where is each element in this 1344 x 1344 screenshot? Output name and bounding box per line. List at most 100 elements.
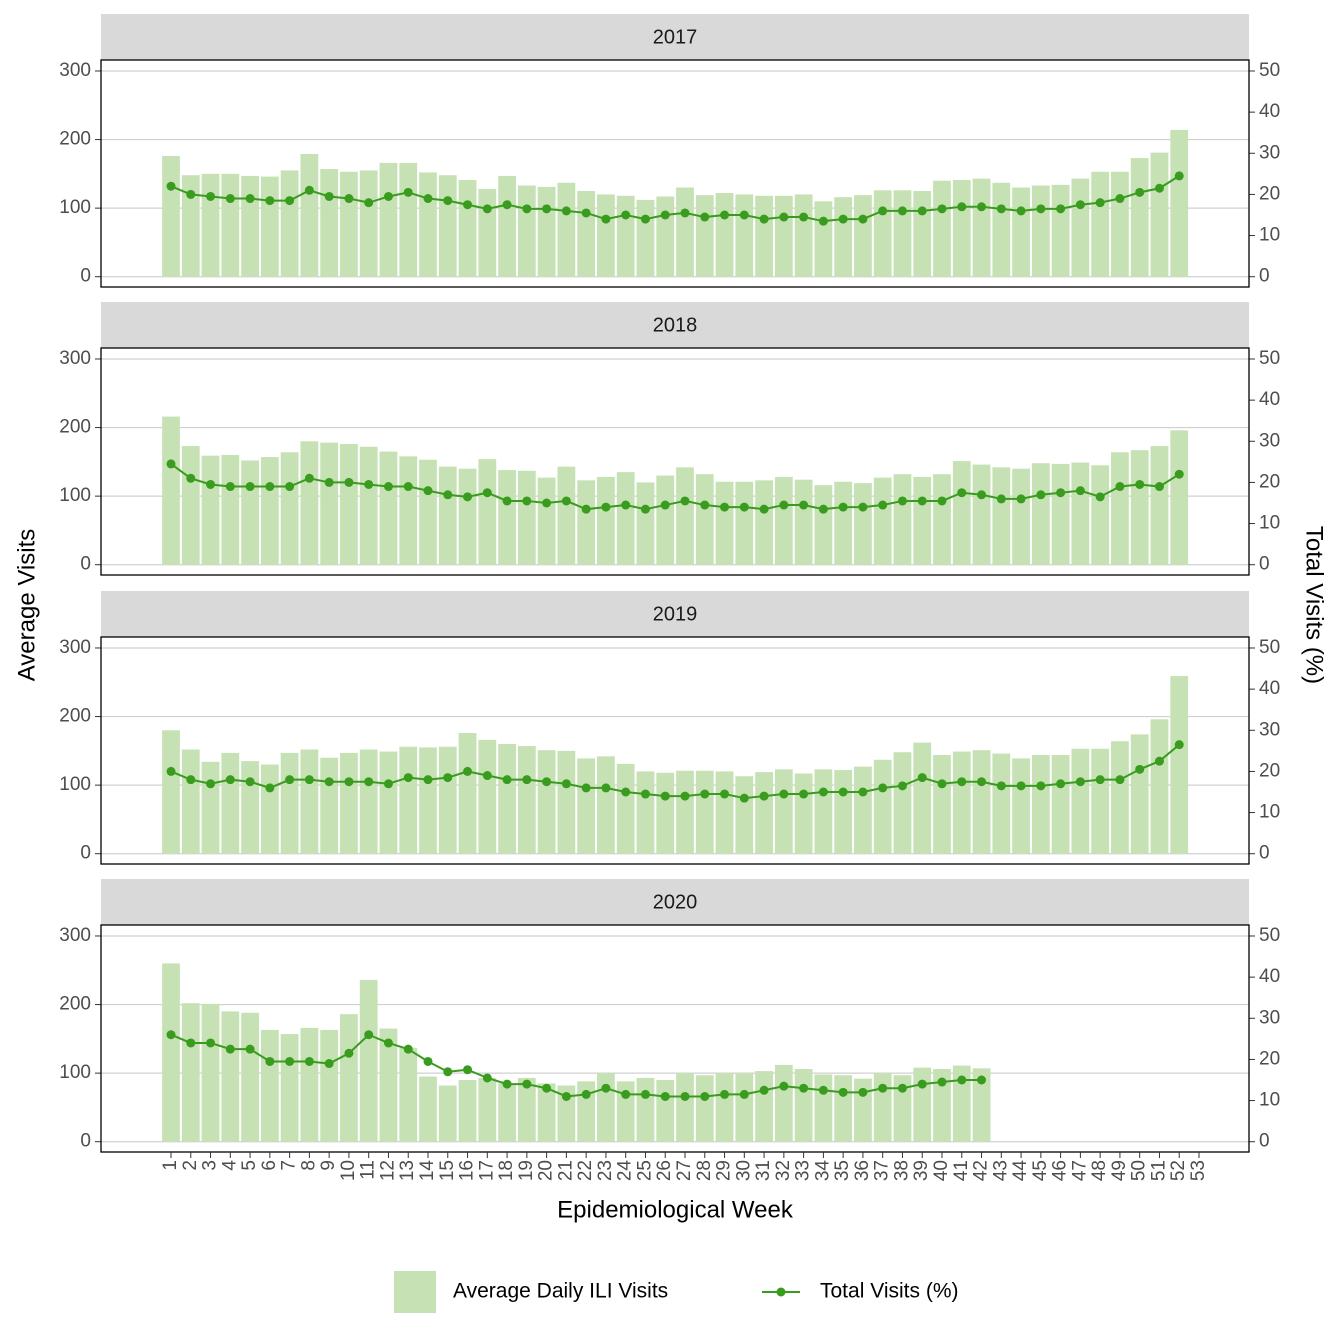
bar: [715, 771, 734, 854]
bar: [1111, 741, 1129, 854]
line-point: [1056, 488, 1066, 498]
x-tick-label: 8: [298, 1160, 319, 1171]
line-point: [561, 496, 571, 506]
bar: [162, 156, 180, 277]
line-point: [680, 791, 690, 801]
x-tick-label: 28: [694, 1160, 715, 1181]
line-point: [838, 1087, 848, 1097]
line-point: [878, 1083, 888, 1093]
line-point: [680, 208, 690, 218]
line-point: [977, 202, 987, 212]
x-tick-label: 42: [971, 1160, 992, 1181]
line-point: [621, 787, 631, 797]
bar: [755, 1071, 773, 1142]
bar: [715, 193, 734, 277]
x-tick-label: 4: [219, 1160, 240, 1171]
bar: [300, 153, 319, 277]
line-point: [858, 1087, 868, 1097]
line-point: [977, 777, 987, 787]
x-tick-label: 36: [852, 1160, 873, 1181]
bar: [359, 446, 378, 565]
bar: [597, 756, 615, 854]
line-point: [403, 1044, 413, 1054]
x-tick-label: 20: [536, 1160, 557, 1181]
line-point: [1135, 764, 1145, 774]
bar: [221, 752, 240, 854]
bar: [300, 441, 319, 565]
bar: [557, 466, 576, 565]
line-point: [1135, 187, 1145, 197]
bar: [1012, 187, 1030, 277]
line-point: [186, 473, 196, 483]
bar: [201, 173, 220, 277]
bar: [577, 190, 596, 277]
line-point: [364, 198, 374, 208]
line-point: [779, 789, 789, 799]
line-point: [304, 775, 314, 785]
bar: [695, 474, 714, 565]
bar: [933, 474, 951, 565]
bar: [458, 733, 477, 854]
line: [170, 463, 1180, 511]
bar: [676, 770, 694, 854]
bar: [478, 1077, 497, 1142]
line-point: [324, 477, 334, 487]
y-tick-label: 0: [80, 843, 91, 864]
bar: [735, 1073, 754, 1142]
bar: [221, 454, 240, 565]
line-point: [897, 206, 907, 216]
y-tick-label: 200: [59, 417, 91, 438]
bar: [873, 190, 892, 277]
y-tick-label: 200: [59, 129, 91, 150]
bar: [814, 201, 833, 277]
line-point: [383, 1038, 393, 1048]
line-point: [996, 204, 1006, 214]
line-point: [324, 777, 334, 787]
y2-tick-label: 50: [1259, 60, 1280, 81]
line-point: [601, 214, 611, 224]
line-point: [265, 482, 275, 492]
bar: [1071, 178, 1090, 277]
y2-tick-label: 40: [1259, 101, 1280, 122]
bar: [201, 761, 220, 854]
bar: [616, 195, 635, 277]
x-tick-label: 18: [496, 1160, 517, 1181]
line-point: [542, 204, 552, 214]
x-tick-label: 52: [1168, 1160, 1189, 1181]
line-point: [581, 208, 591, 218]
y2-tick-label: 20: [1259, 471, 1280, 492]
x-tick-label: 24: [615, 1160, 636, 1182]
bar: [419, 459, 437, 565]
bar: [379, 1028, 398, 1142]
bar: [814, 485, 833, 565]
bar: [181, 749, 200, 854]
bar: [952, 180, 971, 277]
line-point: [285, 482, 295, 492]
bar: [1170, 129, 1189, 277]
bar: [1130, 734, 1149, 854]
line-point: [700, 212, 710, 222]
bar: [774, 769, 793, 854]
line-point: [720, 210, 730, 220]
line-point: [720, 789, 730, 799]
bar: [300, 1027, 319, 1142]
line-point: [720, 502, 730, 512]
bar: [419, 1076, 437, 1142]
line-point: [759, 1085, 769, 1095]
line-point: [463, 766, 473, 776]
x-tick-label: 2: [180, 1160, 201, 1171]
line-point: [443, 196, 453, 206]
bar: [280, 170, 299, 277]
x-tick-label: 12: [377, 1160, 398, 1181]
line-point: [621, 500, 631, 510]
bar: [1111, 452, 1129, 565]
bar: [260, 176, 279, 277]
bar: [636, 199, 655, 277]
x-tick-label: 49: [1109, 1160, 1130, 1181]
line-point: [324, 191, 334, 201]
bar: [419, 172, 437, 277]
bar: [972, 178, 991, 277]
bar: [260, 1029, 279, 1142]
bar: [1130, 450, 1149, 565]
